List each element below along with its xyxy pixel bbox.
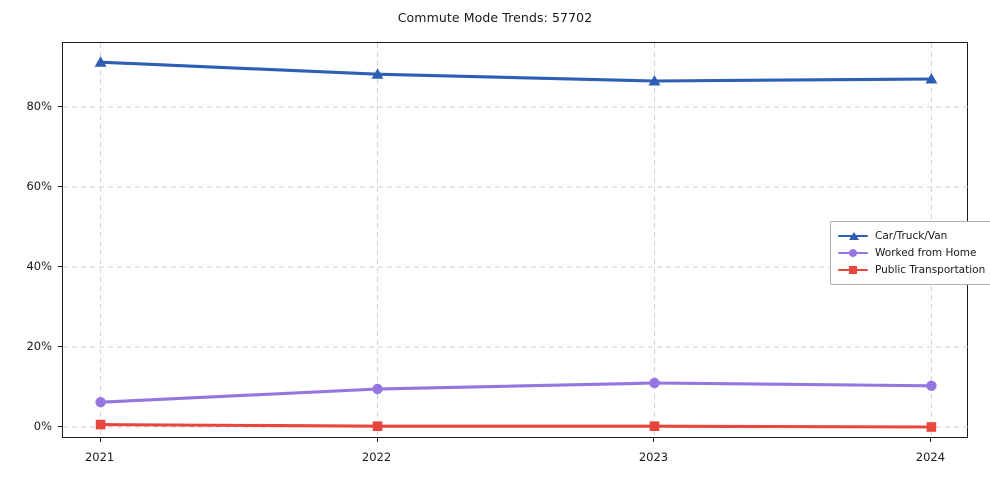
data-point-marker — [372, 421, 383, 431]
chart-legend[interactable]: Car/Truck/Van Worked from Home Public Tran… — [830, 221, 990, 285]
legend-label: Public Transportation — [875, 263, 986, 276]
data-point-marker — [926, 422, 937, 432]
y-tick-mark — [58, 426, 62, 427]
x-tick-mark — [376, 438, 378, 442]
data-point-marker — [95, 419, 106, 430]
legend-item[interactable]: Car/Truck/Van — [838, 227, 985, 244]
y-tick-label: 60% — [26, 179, 52, 193]
x-tick-mark — [99, 438, 101, 442]
series-line — [99, 60, 933, 83]
y-tick-mark — [58, 266, 62, 267]
x-tick-label: 2023 — [638, 450, 669, 464]
y-tick-label: 0% — [33, 419, 52, 433]
data-point-marker — [95, 397, 106, 408]
series-line — [99, 423, 933, 429]
x-tick-label: 2022 — [361, 450, 392, 464]
legend-swatch-circle-icon — [838, 247, 868, 259]
legend-swatch-square-icon — [838, 264, 868, 276]
legend-item[interactable]: Public Transportation — [838, 261, 985, 278]
data-point-marker — [926, 380, 937, 391]
legend-label: Car/Truck/Van — [875, 229, 948, 242]
data-point-marker — [649, 377, 660, 389]
x-tick-label: 2024 — [915, 450, 946, 464]
x-tick-label: 2021 — [84, 450, 115, 464]
data-series-layer — [94, 56, 938, 432]
data-point-marker — [925, 73, 938, 84]
data-point-marker — [371, 68, 384, 79]
data-point-marker — [94, 56, 107, 67]
plot-area — [62, 42, 969, 439]
data-point-marker — [372, 383, 383, 395]
y-tick-mark — [58, 346, 62, 347]
y-tick-label: 80% — [26, 99, 52, 113]
x-tick-mark — [653, 438, 655, 442]
data-point-marker — [648, 75, 661, 86]
y-tick-label: 40% — [26, 259, 52, 273]
y-tick-mark — [58, 186, 62, 187]
y-tick-mark — [58, 106, 62, 107]
legend-item[interactable]: Worked from Home — [838, 244, 985, 261]
legend-swatch-triangle-icon — [838, 230, 868, 242]
series-line — [99, 381, 933, 404]
legend-label: Worked from Home — [875, 246, 977, 259]
data-point-marker — [649, 421, 660, 431]
y-tick-label: 20% — [26, 339, 52, 353]
x-tick-mark — [930, 438, 932, 442]
chart-title: Commute Mode Trends: 57702 — [397, 10, 593, 25]
